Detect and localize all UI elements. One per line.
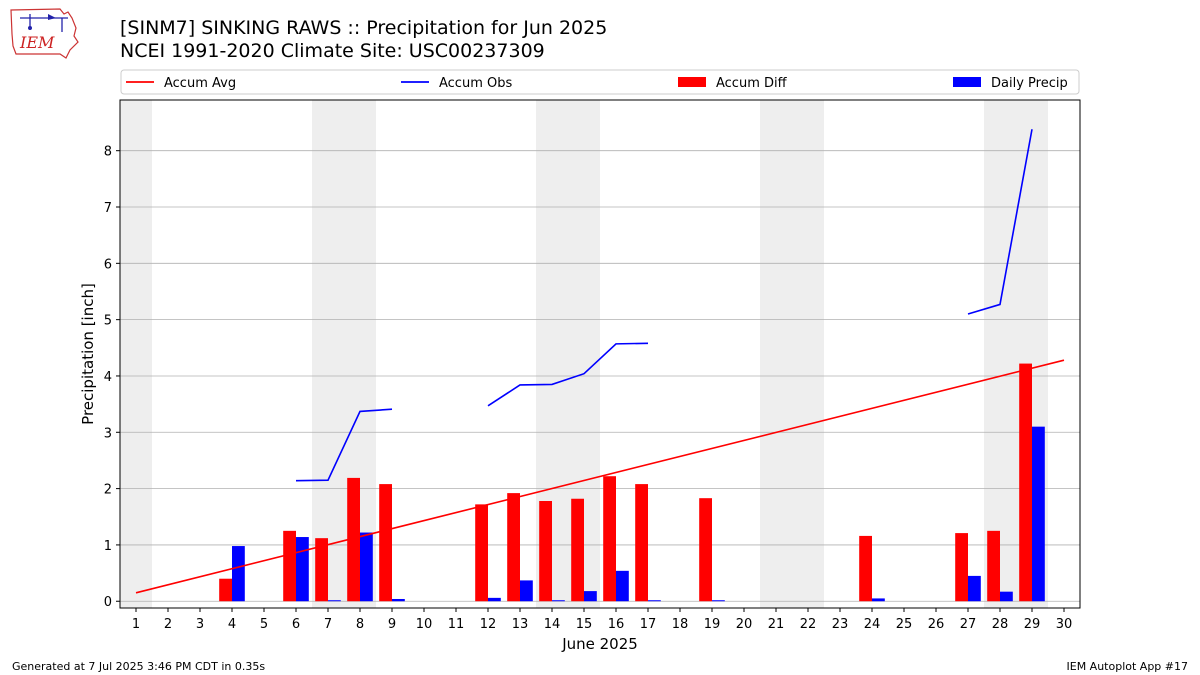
x-tick-label-13: 13 [512, 617, 529, 632]
daily-precip-bar-day-4 [232, 546, 245, 602]
accum-diff-bar-day-8 [347, 477, 360, 602]
x-tick-label-10: 10 [416, 617, 433, 632]
x-tick-label-17: 17 [640, 617, 657, 632]
iem-logo: IEM [8, 6, 80, 60]
chart-subtitle: NCEI 1991-2020 Climate Site: USC00237309 [120, 40, 545, 62]
y-tick-label-0: 0 [104, 595, 112, 610]
x-tick-label-7: 7 [324, 617, 332, 632]
x-tick-label-27: 27 [960, 617, 977, 632]
accum-diff-bar-day-24 [859, 535, 872, 602]
daily-precip-bar-day-14 [552, 600, 565, 602]
x-tick-label-4: 4 [228, 617, 236, 632]
y-tick-label-6: 6 [104, 257, 112, 272]
accum-diff-bar-day-9 [379, 484, 392, 602]
accum-diff-bar-day-28 [987, 530, 1000, 602]
legend-box [120, 69, 1080, 95]
x-tick-label-8: 8 [356, 617, 364, 632]
accum-diff-bar-day-29 [1019, 363, 1032, 602]
y-axis-label: Precipitation [inch] [79, 283, 97, 425]
accum-diff-bar-day-12 [475, 504, 488, 602]
x-tick-label-6: 6 [292, 617, 300, 632]
x-tick-label-19: 19 [704, 617, 721, 632]
x-tick-label-26: 26 [928, 617, 945, 632]
daily-precip-bar-day-29 [1032, 426, 1045, 602]
accum-obs-line-segment-3 [967, 129, 1033, 315]
y-tick-label-2: 2 [104, 483, 112, 498]
accum-diff-bar-day-27 [955, 533, 968, 602]
x-tick-label-14: 14 [544, 617, 561, 632]
footer-generated: Generated at 7 Jul 2025 3:46 PM CDT in 0… [12, 660, 266, 673]
accum-diff-bar-day-15 [571, 498, 584, 602]
legend-label-4: Daily Precip [991, 76, 1068, 91]
footer-app: IEM Autoplot App #17 [1066, 660, 1189, 673]
y-tick-label-3: 3 [104, 426, 112, 441]
legend-swatch-4 [953, 77, 981, 87]
weekend-shade-day-21 [760, 100, 792, 608]
legend-swatch-3 [678, 77, 706, 87]
x-tick-label-30: 30 [1056, 617, 1073, 632]
accum-diff-bar-day-7 [315, 538, 328, 602]
daily-precip-bar-day-8 [360, 532, 373, 602]
x-tick-label-12: 12 [480, 617, 497, 632]
daily-precip-bar-day-7 [328, 600, 341, 602]
weekend-shade-day-1 [120, 100, 152, 608]
daily-precip-bar-day-27 [968, 575, 981, 602]
daily-precip-bar-day-28 [1000, 591, 1013, 602]
x-tick-label-2: 2 [164, 617, 172, 632]
x-tick-label-15: 15 [576, 617, 593, 632]
x-tick-label-16: 16 [608, 617, 625, 632]
x-tick-label-25: 25 [896, 617, 913, 632]
y-tick-label-7: 7 [104, 201, 112, 216]
daily-precip-bar-day-24 [872, 598, 885, 602]
legend-label-1: Accum Avg [164, 76, 236, 91]
x-tick-label-23: 23 [832, 617, 849, 632]
x-tick-label-9: 9 [388, 617, 396, 632]
weekend-shade-day-22 [792, 100, 824, 608]
y-tick-label-1: 1 [104, 539, 112, 554]
legend-label-2: Accum Obs [439, 76, 512, 91]
accum-diff-bar-day-17 [635, 484, 648, 602]
x-tick-label-28: 28 [992, 617, 1009, 632]
daily-precip-bar-day-15 [584, 591, 597, 602]
x-tick-label-5: 5 [260, 617, 268, 632]
weekend-shade-day-7 [312, 100, 344, 608]
weekend-shade-day-28 [984, 100, 1016, 608]
accum-diff-bar-day-16 [603, 476, 616, 602]
daily-precip-bar-day-17 [648, 600, 661, 602]
plot-frame [119, 99, 1081, 609]
legend-label-3: Accum Diff [716, 76, 788, 91]
daily-precip-bar-day-16 [616, 570, 629, 602]
x-tick-label-22: 22 [800, 617, 817, 632]
x-tick-label-20: 20 [736, 617, 753, 632]
daily-precip-bar-day-13 [520, 580, 533, 602]
x-tick-label-18: 18 [672, 617, 689, 632]
accum-diff-bar-day-13 [507, 493, 520, 602]
y-tick-label-5: 5 [104, 314, 112, 329]
daily-precip-bar-day-12 [488, 597, 501, 602]
x-axis-label: June 2025 [561, 635, 638, 653]
x-tick-label-24: 24 [864, 617, 881, 632]
accum-diff-bar-day-14 [539, 500, 552, 602]
x-tick-label-29: 29 [1024, 617, 1041, 632]
chart-title: [SINM7] SINKING RAWS :: Precipitation fo… [120, 17, 608, 39]
x-tick-label-3: 3 [196, 617, 204, 632]
y-tick-label-8: 8 [104, 145, 112, 160]
logo-text: IEM [19, 33, 55, 52]
accum-obs-line-segment-2 [487, 342, 649, 407]
accum-diff-bar-day-19 [699, 498, 712, 602]
accum-avg-line [135, 359, 1065, 594]
daily-precip-bar-day-6 [296, 537, 309, 602]
x-tick-label-1: 1 [132, 617, 140, 632]
x-tick-label-21: 21 [768, 617, 785, 632]
daily-precip-bar-day-9 [392, 598, 405, 602]
daily-precip-bar-day-19 [712, 600, 725, 602]
accum-diff-bar-day-6 [283, 530, 296, 602]
x-tick-label-11: 11 [448, 617, 465, 632]
accum-obs-line-segment-1 [295, 408, 393, 482]
y-tick-label-4: 4 [104, 370, 112, 385]
accum-diff-bar-day-4 [219, 578, 232, 602]
